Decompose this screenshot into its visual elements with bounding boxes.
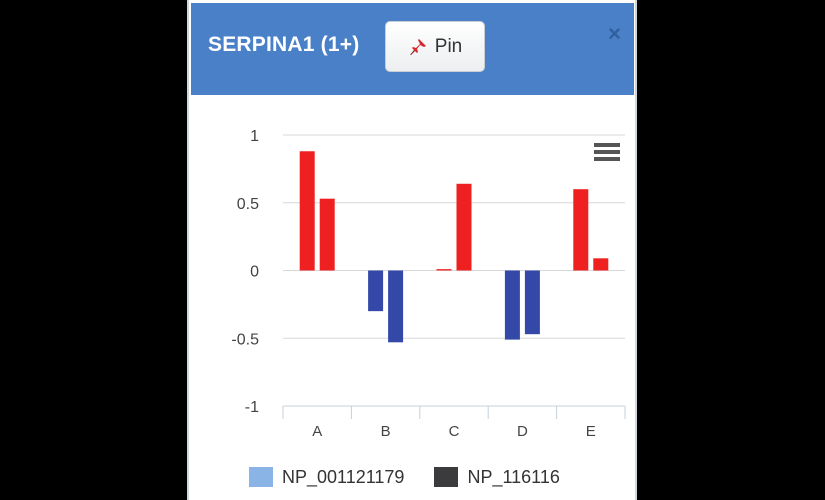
bar-A-2[interactable] bbox=[319, 198, 335, 271]
pin-button[interactable]: Pin bbox=[385, 21, 485, 72]
y-tick-label: 1 bbox=[250, 128, 259, 145]
bar-chart: 1 0.5 0 -0.5 -1 A B C D E bbox=[231, 128, 626, 440]
hamburger-menu-icon[interactable] bbox=[594, 143, 620, 161]
legend-swatch-series-1 bbox=[249, 467, 273, 487]
x-tick-label: B bbox=[381, 423, 391, 440]
bar-D-2[interactable] bbox=[524, 270, 540, 335]
panel-title: SERPINA1 (1+) bbox=[208, 33, 360, 56]
close-icon[interactable]: × bbox=[608, 21, 621, 46]
x-tick-label: E bbox=[586, 423, 596, 440]
panel-header: SERPINA1 (1+) Pin × bbox=[191, 3, 634, 95]
pin-label: Pin bbox=[434, 35, 463, 57]
gene-panel: SERPINA1 (1+) Pin × 1 0.5 0 -0.5 -1 A B C D E NP… bbox=[187, 0, 637, 500]
legend-label-series-1: NP_001121179 bbox=[282, 466, 405, 487]
pushpin-icon bbox=[409, 38, 426, 55]
legend-item-series-1[interactable]: NP_001121179 bbox=[249, 467, 404, 488]
chart-bars bbox=[299, 151, 609, 343]
legend-swatch-series-2 bbox=[434, 467, 459, 487]
y-tick-label: -1 bbox=[245, 399, 259, 416]
legend-label-series-2: NP_116116 bbox=[467, 466, 560, 487]
bar-C-1[interactable] bbox=[436, 269, 452, 271]
x-tick-label: D bbox=[517, 423, 528, 440]
bar-A-1[interactable] bbox=[299, 151, 315, 271]
bar-C-2[interactable] bbox=[456, 183, 472, 271]
y-tick-label: 0 bbox=[250, 264, 259, 281]
bar-B-2[interactable] bbox=[388, 270, 404, 343]
chart-grid bbox=[283, 134, 625, 339]
y-axis-ticks: 1 0.5 0 -0.5 -1 bbox=[231, 128, 259, 416]
bar-E-2[interactable] bbox=[593, 258, 609, 271]
bar-E-1[interactable] bbox=[573, 189, 589, 271]
bar-B-1[interactable] bbox=[368, 270, 384, 312]
y-tick-label: 0.5 bbox=[237, 196, 259, 213]
x-axis: A B C D E bbox=[282, 405, 626, 440]
y-tick-label: -0.5 bbox=[231, 331, 259, 348]
chart-legend: NP_001121179 NP_116116 bbox=[249, 466, 590, 488]
legend-item-series-2[interactable]: NP_116116 bbox=[434, 466, 560, 488]
x-tick-label: A bbox=[312, 423, 322, 440]
x-tick-label: C bbox=[449, 423, 460, 440]
bar-D-1[interactable] bbox=[504, 270, 520, 340]
